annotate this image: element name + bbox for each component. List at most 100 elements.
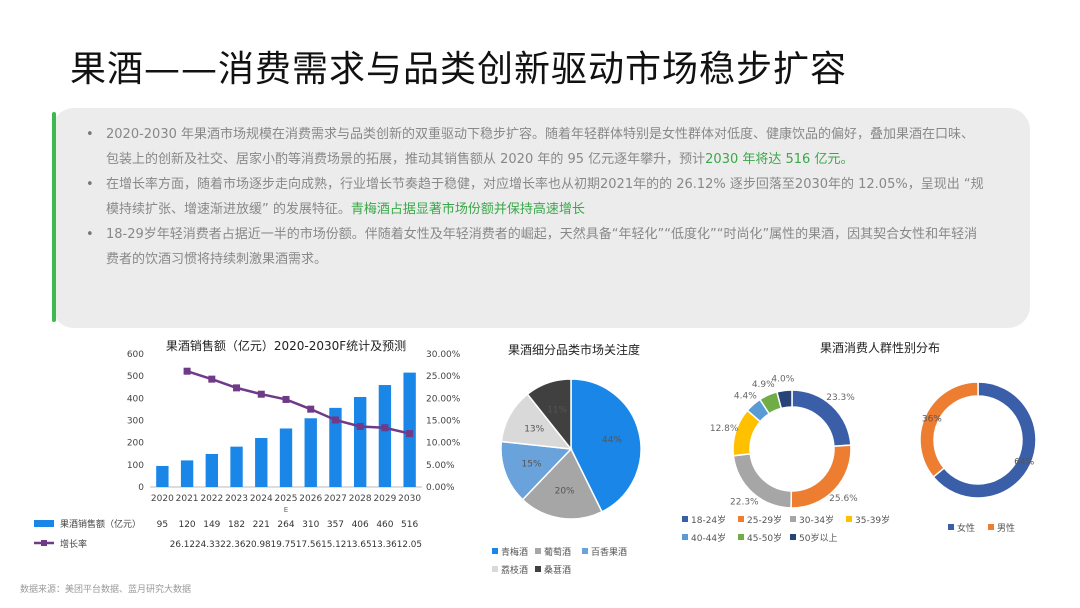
- bullet-text: 2020-2030 年果酒市场规模在消费需求与品类创新的双重驱动下稳步扩容。随着…: [106, 127, 974, 167]
- y-left-tick-label: 200: [127, 439, 144, 449]
- legend-swatch: [738, 534, 744, 540]
- y-left-tick-label: 600: [127, 350, 144, 360]
- slice-value-label: 12.8%: [710, 424, 739, 434]
- legend-swatch: [682, 516, 688, 522]
- y-left-tick-label: 400: [127, 394, 144, 404]
- bullet-highlight: 青梅酒占据显著市场份额并保持高速增长: [350, 202, 585, 217]
- bar-sales: [304, 418, 317, 487]
- bar-sales: [230, 446, 243, 487]
- chart-title: 果酒消费人群性别分布: [820, 341, 940, 355]
- bullet-text: 在增长率方面，随着市场逐步走向成熟，行业增长节奏趋于稳健，对应增长率也从初期20…: [106, 177, 984, 217]
- legend-swatch: [738, 516, 744, 522]
- legend-line-label: 增长率: [60, 538, 87, 550]
- x-tick-label: 2029: [373, 494, 396, 504]
- table-value: 182: [228, 520, 245, 530]
- legend-label: 18-24岁: [691, 514, 726, 526]
- legend-label: 35-39岁: [855, 514, 890, 526]
- legend-label: 荔枝酒: [501, 564, 528, 576]
- growth-rate-point: [381, 424, 389, 432]
- x-tick-label: 2021: [176, 494, 199, 504]
- growth-rate-point: [183, 367, 191, 375]
- y-right-tick-label: 30.00%: [426, 350, 461, 360]
- legend-label: 45-50岁: [747, 532, 782, 544]
- bar-sales: [156, 465, 169, 487]
- y-right-tick-label: 20.00%: [426, 394, 461, 404]
- data-source-note: 数据来源：美团平台数据、蓝月研究大数据: [20, 585, 192, 595]
- slice-value-label: 23.3%: [826, 393, 855, 403]
- bar-sales: [205, 453, 218, 487]
- legend-line-marker: [41, 540, 47, 546]
- legend-label: 男性: [997, 522, 1015, 534]
- slice-value-label: 4.9%: [752, 380, 775, 390]
- legend-swatch: [988, 524, 994, 530]
- pie-slice: [776, 389, 793, 410]
- legend-swatch: [682, 534, 688, 540]
- bullet-growth-rate: 在增长率方面，随着市场逐步走向成熟，行业增长节奏趋于稳健，对应增长率也从初期20…: [84, 172, 984, 222]
- pie-slice: [500, 440, 573, 501]
- x-tick-label: 2023: [225, 494, 248, 504]
- legend-swatch: [492, 566, 498, 572]
- growth-rate-point: [282, 395, 290, 403]
- pie-slice: [521, 447, 603, 520]
- growth-rate-point: [257, 390, 265, 398]
- legend-swatch: [790, 516, 796, 522]
- table-value: 95: [157, 520, 168, 530]
- chart-title: 果酒细分品类市场关注度: [508, 342, 640, 357]
- pie-slice: [570, 378, 642, 513]
- legend-bar-swatch: [34, 520, 54, 527]
- pie-slice: [919, 381, 979, 479]
- bar-sales: [329, 407, 342, 487]
- legend-label: 50岁以上: [799, 532, 837, 544]
- x-tick-label: 2024: [250, 494, 273, 504]
- legend-swatch: [948, 524, 954, 530]
- x-tick-label: 2030: [398, 494, 421, 504]
- bullet-highlight: 2030 年将达 516 亿元。: [705, 152, 854, 167]
- bar-sales: [255, 438, 268, 487]
- legend-label: 40-44岁: [691, 532, 726, 544]
- y-right-tick-label: 5.00%: [426, 461, 455, 471]
- legend-swatch: [846, 516, 852, 522]
- bar-sales: [180, 460, 194, 487]
- bar-sales: [279, 428, 293, 487]
- table-value: 460: [376, 520, 393, 530]
- legend-label: 葡萄酒: [544, 546, 571, 558]
- slice-value-label: 25.6%: [829, 494, 858, 504]
- bar-sales: [378, 385, 392, 487]
- bar-sales: [403, 372, 416, 487]
- y-left-tick-label: 300: [127, 417, 144, 427]
- growth-rate-line: [186, 370, 410, 435]
- slice-value-label: 4.0%: [771, 375, 794, 385]
- slice-value-label: 15%: [522, 459, 542, 469]
- chart-title: 果酒销售额（亿元）2020-2030F统计及预测: [166, 338, 406, 353]
- growth-rate-point: [208, 375, 216, 383]
- slice-value-label: 11%: [547, 405, 567, 415]
- table-value: 357: [327, 520, 344, 530]
- y-right-tick-label: 15.00%: [426, 417, 461, 427]
- pie-slice: [526, 378, 572, 452]
- growth-rate-point: [233, 384, 241, 392]
- table-value: 120: [178, 520, 195, 530]
- x-tick-label: 2020: [151, 494, 174, 504]
- slice-value-label: 36%: [922, 414, 942, 424]
- y-right-tick-label: 0.00%: [426, 483, 455, 493]
- table-value: 516: [401, 520, 418, 530]
- slice-value-label: 64%: [1014, 458, 1034, 468]
- legend-label: 青梅酒: [501, 546, 528, 558]
- slice-value-label: 13%: [524, 425, 544, 435]
- page-title: 果酒——消费需求与品类创新驱动市场稳步扩容: [70, 49, 848, 90]
- slice-value-label: 22.3%: [730, 498, 759, 508]
- y-right-tick-label: 25.00%: [426, 372, 461, 382]
- legend-swatch: [535, 566, 541, 572]
- table-value: 406: [352, 520, 369, 530]
- slice-value-label: 4.4%: [734, 391, 757, 401]
- panel-accent-bar: [52, 112, 56, 322]
- y-left-tick-label: 500: [127, 372, 144, 382]
- legend-label: 桑葚酒: [544, 564, 571, 576]
- y-right-tick-label: 10.00%: [426, 439, 461, 449]
- y-left-tick-label: 100: [127, 461, 144, 471]
- summary-bullets: 2020-2030 年果酒市场规模在消费需求与品类创新的双重驱动下稳步扩容。随着…: [84, 122, 984, 272]
- bullet-young-consumers: 18-29岁年轻消费者占据近一半的市场份额。伴随着女性及年轻消费者的崛起，天然具…: [84, 222, 984, 272]
- legend-bar-label: 果酒销售额（亿元）: [60, 518, 141, 530]
- x-tick-label: 2022: [200, 494, 223, 504]
